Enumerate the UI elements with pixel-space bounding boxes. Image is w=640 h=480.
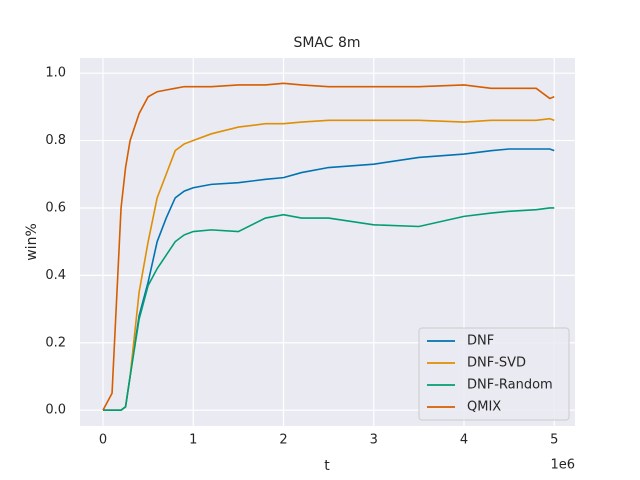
legend-label: QMIX <box>467 400 501 415</box>
legend: DNF DNF-SVD DNF-Random QMIX <box>418 327 570 421</box>
x-tick-label: 0 <box>99 433 107 448</box>
grid <box>80 58 575 426</box>
lines <box>102 82 555 411</box>
x-tick-label: 4 <box>460 433 468 448</box>
y-axis-label: win% <box>24 223 40 261</box>
y-tick-label: 0.4 <box>45 268 66 283</box>
y-tick-label: 0.8 <box>45 133 66 148</box>
legend-label: DNF-Random <box>467 378 553 393</box>
x-tick-label: 3 <box>370 433 378 448</box>
chart-title: SMAC 8m <box>293 35 360 51</box>
legend-label: DNF <box>467 334 494 349</box>
series-line <box>102 82 555 411</box>
series-line <box>103 207 555 411</box>
x-axis-label: t <box>324 458 330 474</box>
y-tick-label: 0.6 <box>45 200 66 215</box>
legend-label: DNF-SVD <box>467 356 526 371</box>
x-tick-label: 1 <box>189 433 197 448</box>
x-tick-label: 2 <box>279 433 287 448</box>
x-offset-label: 1e6 <box>550 458 575 473</box>
y-tick-label: 1.0 <box>45 66 66 81</box>
y-tick-label: 0.2 <box>45 335 66 350</box>
legend-box <box>418 327 570 421</box>
y-tick-label: 0.0 <box>45 403 66 418</box>
x-tick-label: 5 <box>550 433 558 448</box>
